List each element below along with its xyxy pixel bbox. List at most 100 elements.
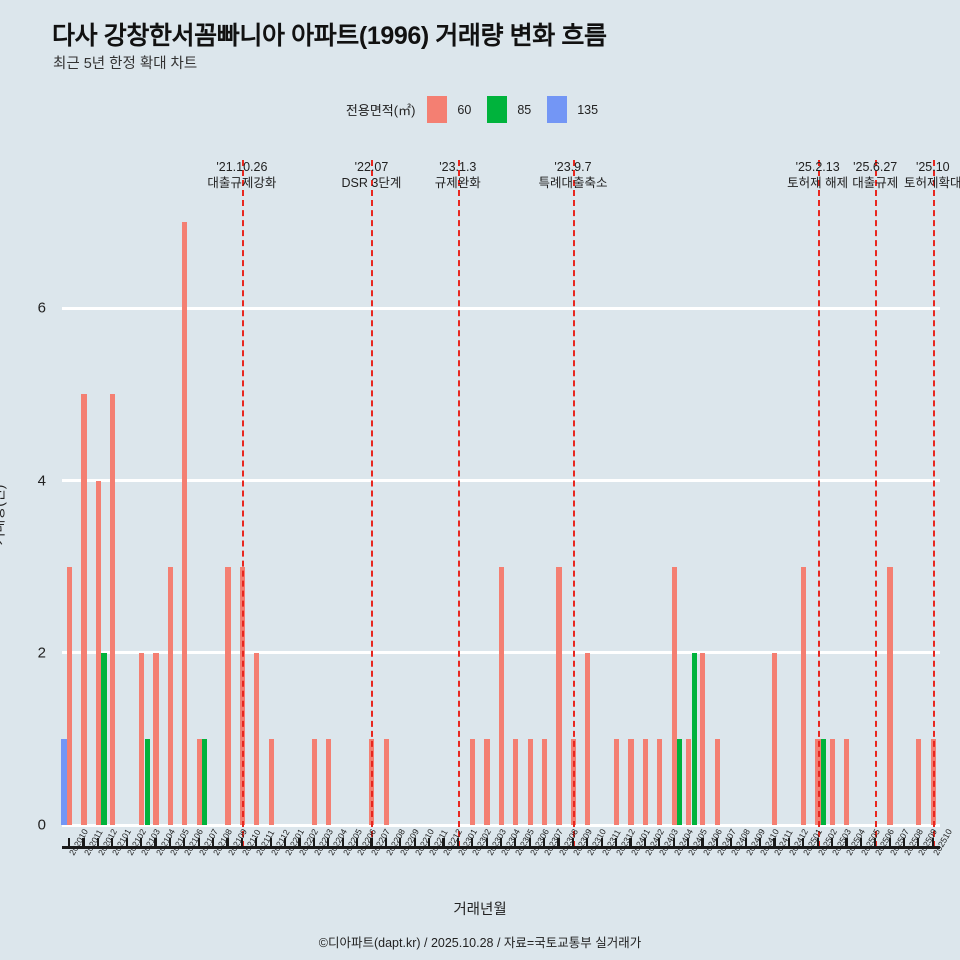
bar-85-202405[interactable]	[691, 652, 697, 825]
event-line-202506	[875, 160, 878, 847]
x-tick	[931, 838, 934, 847]
legend-item-135[interactable]: 135	[547, 96, 598, 123]
event-text: 대출규제강화	[207, 175, 277, 190]
bar-60-202307[interactable]	[541, 738, 548, 825]
bar-60-202106[interactable]	[182, 222, 188, 825]
bar-60-202111[interactable]	[254, 652, 260, 825]
x-tick	[571, 838, 575, 847]
bar-60-202401[interactable]	[628, 738, 634, 825]
x-tick	[902, 838, 906, 847]
bar-60-202306[interactable]	[527, 738, 533, 825]
bar-60-202402[interactable]	[642, 738, 648, 825]
x-tick	[687, 838, 690, 847]
bar-60-202501[interactable]	[801, 566, 807, 825]
x-tick	[82, 838, 85, 847]
x-tick	[384, 838, 387, 847]
legend-swatch-icon	[547, 96, 568, 123]
bar-60-202406[interactable]	[700, 652, 706, 825]
legend-label: 85	[517, 102, 532, 117]
page-subtitle: 최근 5년 한정 확대 차트	[53, 56, 198, 72]
bar-85-202012[interactable]	[101, 652, 107, 825]
legend-label: 60	[457, 102, 472, 117]
bar-60-202503[interactable]	[829, 738, 836, 825]
bar-60-202302[interactable]	[470, 738, 476, 825]
event-label-202502: '25.2.13 토허제 해제	[748, 160, 888, 191]
bar-60-202403[interactable]	[657, 738, 663, 825]
gridline	[62, 823, 940, 827]
x-tick	[68, 838, 71, 847]
x-axis-title: 거래년월	[453, 902, 507, 918]
x-tick	[802, 838, 805, 847]
bar-60-202405[interactable]	[685, 738, 692, 825]
bar-60-202109[interactable]	[225, 566, 231, 825]
event-line-202502	[817, 160, 820, 847]
bar-60-202304[interactable]	[498, 566, 504, 825]
bar-85-202502[interactable]	[821, 738, 827, 825]
bar-60-202310[interactable]	[585, 652, 591, 825]
event-date: '23.1.3	[439, 160, 477, 174]
x-axis-line	[62, 846, 940, 849]
bar-60-202312[interactable]	[613, 738, 620, 825]
x-tick	[615, 838, 618, 847]
bar-85-202103[interactable]	[144, 738, 150, 825]
legend: 전용면적(㎡) 60 85 135	[0, 96, 960, 123]
x-tick	[341, 838, 344, 847]
bar-60-202012[interactable]	[95, 480, 101, 825]
bar-60-202010[interactable]	[66, 566, 73, 825]
bar-60-202112[interactable]	[268, 738, 274, 825]
legend-swatch-icon	[487, 96, 508, 123]
x-tick	[312, 838, 315, 847]
x-tick	[758, 838, 762, 847]
event-line-202510	[932, 160, 935, 847]
x-tick	[96, 838, 100, 847]
x-tick	[485, 838, 488, 847]
bar-60-202204[interactable]	[326, 738, 332, 825]
x-tick	[658, 838, 661, 847]
x-tick	[471, 838, 474, 847]
bar-60-202507[interactable]	[887, 566, 893, 825]
event-line-202301	[457, 160, 460, 847]
x-tick	[283, 838, 287, 847]
event-date: '25.10	[915, 160, 950, 174]
bar-60-202203[interactable]	[311, 738, 317, 825]
footer-credit: ©디아파트(dapt.kr) / 2025.10.28 / 자료=국토교통부 실…	[318, 936, 642, 950]
legend-item-60[interactable]: 60	[427, 96, 471, 123]
bar-60-202011[interactable]	[81, 394, 87, 825]
event-text: 토허제확대	[904, 175, 960, 190]
bar-60-202308[interactable]	[556, 566, 562, 825]
bar-60-202509[interactable]	[916, 738, 922, 825]
legend-item-85[interactable]: 85	[487, 96, 531, 123]
x-tick	[355, 838, 359, 847]
x-tick	[643, 838, 647, 847]
bar-60-202404[interactable]	[671, 566, 677, 825]
bar-60-202107[interactable]	[196, 738, 202, 825]
x-tick	[543, 838, 546, 847]
x-tick	[154, 838, 157, 847]
event-label-202301: '23.1.3 규제완화	[388, 160, 528, 191]
event-date: '22.07	[354, 160, 389, 174]
bar-60-202105[interactable]	[167, 566, 173, 825]
x-tick	[859, 838, 862, 847]
bar-135-202010[interactable]	[61, 738, 67, 825]
bar-85-202404[interactable]	[677, 738, 683, 825]
bar-60-202305[interactable]	[513, 738, 519, 825]
event-text: 대출규제	[852, 175, 899, 190]
bar-60-202407[interactable]	[714, 738, 720, 825]
bar-60-202504[interactable]	[844, 738, 850, 825]
x-tick	[672, 838, 675, 847]
x-tick	[212, 838, 215, 847]
bar-60-202411[interactable]	[772, 652, 778, 825]
bar-60-202101[interactable]	[110, 394, 116, 825]
bar-60-202208[interactable]	[383, 738, 389, 825]
bar-85-202107[interactable]	[202, 738, 208, 825]
x-tick	[701, 838, 704, 847]
bar-60-202104[interactable]	[153, 652, 159, 825]
x-tick	[600, 838, 603, 847]
bar-60-202303[interactable]	[484, 738, 490, 825]
x-tick	[298, 838, 301, 847]
legend-title: 전용면적(㎡)	[345, 103, 416, 118]
bar-60-202103[interactable]	[138, 652, 145, 825]
event-text: 토허제 해제	[787, 175, 849, 190]
y-tick-label: 4	[37, 472, 46, 490]
